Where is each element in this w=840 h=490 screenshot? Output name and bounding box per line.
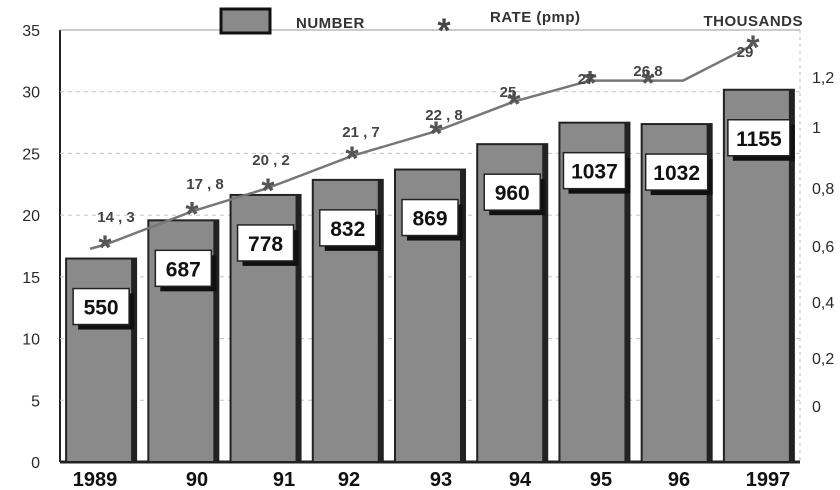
bar-shadow [706, 124, 712, 463]
x-tick-label: 1997 [746, 469, 791, 490]
bar-value-label: 687 [166, 258, 201, 281]
rate-value-label: 14 , 3 [97, 209, 135, 226]
right-tick-label: 0,6 [812, 239, 834, 256]
value-label-box [727, 119, 791, 157]
rate-marker: * [641, 65, 655, 103]
bar-value-label: 778 [248, 233, 283, 256]
right-tick-label: 1 [812, 120, 821, 137]
x-tick-label: 94 [509, 469, 532, 490]
x-tick-label: 95 [590, 469, 612, 490]
rate-value-label: 21 , 7 [342, 124, 380, 141]
rate-marker: * [507, 86, 521, 124]
left-tick-label: 35 [22, 23, 40, 40]
legend-bar-swatch [219, 7, 272, 35]
bar-value-label: 1032 [653, 162, 700, 185]
x-tick-label: 90 [186, 469, 208, 490]
left-tick-label: 5 [31, 393, 40, 410]
value-label-box [154, 249, 213, 288]
bar-value-label: 1155 [736, 128, 782, 151]
bar-shadow [295, 194, 301, 463]
bar-shadow [377, 179, 383, 462]
rate-marker: * [261, 172, 275, 210]
x-tick-label: 91 [273, 469, 295, 490]
rate-marker: * [583, 65, 597, 103]
right-tick-label: 0,8 [812, 181, 834, 198]
left-tick-label: 15 [22, 270, 40, 287]
legend-rate-marker: * [437, 12, 451, 50]
bar-shadow [213, 220, 219, 462]
value-label-box [401, 198, 459, 237]
value-label-box [644, 153, 709, 191]
right-tick-label: 0,4 [812, 295, 834, 312]
value-label-box [72, 287, 130, 326]
bar-value-label: 550 [84, 297, 119, 320]
rate-value-label: 17 , 8 [186, 176, 224, 193]
right-axis-label: THOUSANDS [703, 13, 803, 30]
rate-value-label: 25 [500, 84, 517, 101]
value-label-box [319, 209, 377, 247]
rate-marker: * [746, 29, 760, 67]
bar-shadow [131, 258, 137, 462]
x-tick-label: 1989 [73, 469, 118, 490]
bar-shadow [624, 122, 630, 462]
right-tick-label: 0,2 [812, 351, 834, 368]
bar-value-label: 869 [412, 208, 447, 231]
right-tick-label: 1,2 [812, 70, 834, 87]
bar-shadow [542, 144, 548, 462]
left-tick-label: 10 [22, 332, 40, 349]
rate-marker: * [98, 229, 112, 267]
bar-shadow [788, 89, 794, 462]
legend-bar-label: NUMBER [296, 15, 365, 32]
value-label-box [483, 173, 541, 211]
left-tick-label: 0 [31, 455, 40, 472]
rate-marker: * [345, 140, 359, 178]
rate-marker: * [185, 195, 199, 233]
rate-value-label: 26.8 [633, 63, 662, 80]
rate-value-label: 20 , 2 [252, 152, 290, 169]
right-tick-label: 0 [812, 399, 821, 416]
legend-line-label: RATE (pmp) [490, 9, 581, 26]
bar-value-label: 960 [495, 182, 530, 205]
bar-value-label: 832 [330, 218, 365, 241]
bar-value-label: 1037 [571, 161, 618, 184]
x-tick-label: 96 [668, 469, 690, 490]
value-label-box [562, 151, 627, 190]
left-tick-label: 30 [22, 85, 40, 102]
x-tick-label: 92 [338, 469, 360, 490]
rate-marker: * [429, 115, 443, 153]
rate-value-label: 29 [737, 44, 754, 61]
value-label-box [236, 224, 295, 262]
left-tick-label: 20 [22, 208, 40, 225]
rate-line [89, 43, 754, 250]
x-tick-label: 93 [430, 469, 452, 490]
left-tick-label: 25 [22, 146, 40, 163]
rate-value-label: 22 , 8 [425, 107, 463, 124]
bar-shadow [460, 169, 465, 462]
rate-value-label: 27 [578, 71, 595, 88]
